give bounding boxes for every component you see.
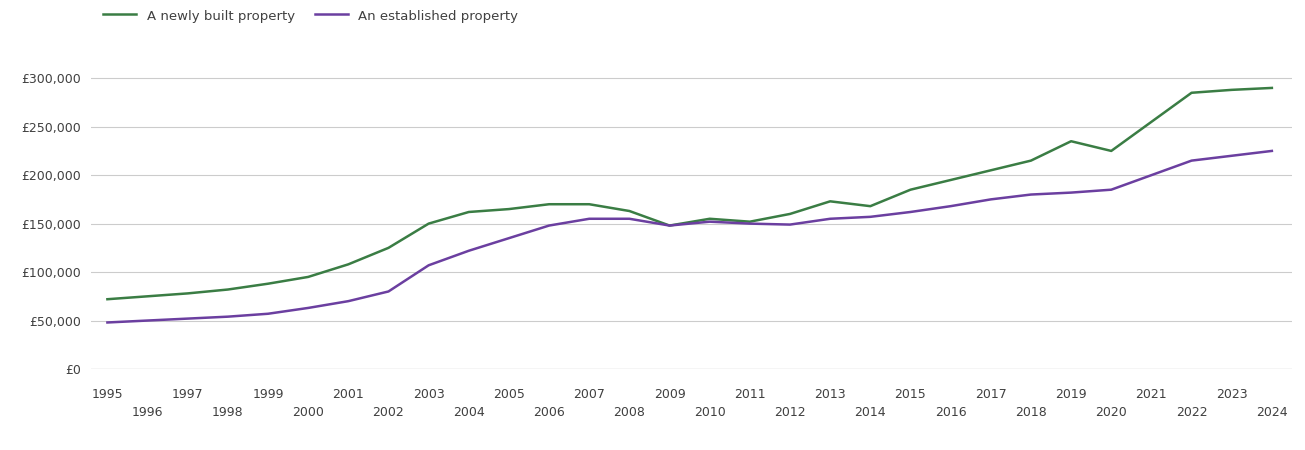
A newly built property	[782, 211, 797, 216]
A newly built property	[662, 223, 677, 228]
A newly built property	[260, 281, 275, 286]
An established property	[542, 223, 557, 228]
An established property	[1224, 153, 1240, 158]
Text: 1998: 1998	[211, 406, 244, 419]
Text: 2022: 2022	[1176, 406, 1207, 419]
An established property	[300, 305, 316, 310]
An established property	[501, 235, 517, 241]
A newly built property	[180, 291, 196, 296]
An established property	[140, 318, 155, 323]
An established property	[621, 216, 637, 221]
A newly built property	[1224, 87, 1240, 93]
An established property	[702, 219, 718, 225]
A newly built property	[582, 202, 598, 207]
A newly built property	[743, 219, 758, 225]
A newly built property	[221, 287, 236, 292]
An established property	[1104, 187, 1120, 193]
An established property	[782, 222, 797, 227]
A newly built property	[461, 209, 476, 215]
A newly built property	[1064, 139, 1079, 144]
An established property	[180, 316, 196, 321]
Text: 2017: 2017	[975, 388, 1006, 401]
A newly built property	[341, 261, 356, 267]
Text: 2006: 2006	[534, 406, 565, 419]
An established property	[1023, 192, 1039, 197]
Text: 2003: 2003	[412, 388, 445, 401]
Text: 2020: 2020	[1095, 406, 1128, 419]
Text: 2002: 2002	[373, 406, 405, 419]
A newly built property	[942, 177, 958, 183]
A newly built property	[501, 207, 517, 212]
Text: 2010: 2010	[694, 406, 726, 419]
Text: 2019: 2019	[1056, 388, 1087, 401]
Text: 2012: 2012	[774, 406, 806, 419]
A newly built property	[983, 167, 998, 173]
A newly built property	[300, 274, 316, 279]
An established property	[1064, 190, 1079, 195]
Legend: A newly built property, An established property: A newly built property, An established p…	[98, 4, 523, 28]
A newly built property	[1143, 119, 1159, 125]
An established property	[221, 314, 236, 319]
A newly built property	[621, 208, 637, 214]
A newly built property	[140, 293, 155, 299]
A newly built property	[542, 202, 557, 207]
Text: 2000: 2000	[292, 406, 324, 419]
An established property	[260, 311, 275, 316]
A newly built property	[99, 297, 115, 302]
A newly built property	[1023, 158, 1039, 163]
A newly built property	[903, 187, 919, 193]
An established property	[863, 214, 878, 220]
Line: A newly built property: A newly built property	[107, 88, 1272, 299]
An established property	[420, 263, 436, 268]
Text: 2021: 2021	[1135, 388, 1167, 401]
Text: 2015: 2015	[895, 388, 927, 401]
Text: 1996: 1996	[132, 406, 163, 419]
A newly built property	[822, 198, 838, 204]
An established property	[1143, 172, 1159, 178]
An established property	[99, 320, 115, 325]
A newly built property	[1265, 85, 1280, 90]
Text: 2004: 2004	[453, 406, 484, 419]
An established property	[1184, 158, 1199, 163]
Text: 1999: 1999	[252, 388, 283, 401]
A newly built property	[863, 203, 878, 209]
An established property	[743, 221, 758, 226]
Text: 2007: 2007	[573, 388, 606, 401]
An established property	[662, 223, 677, 228]
An established property	[1265, 148, 1280, 153]
Text: 2024: 2024	[1255, 406, 1288, 419]
A newly built property	[702, 216, 718, 221]
An established property	[461, 248, 476, 253]
Line: An established property: An established property	[107, 151, 1272, 323]
Text: 2013: 2013	[814, 388, 846, 401]
A newly built property	[1184, 90, 1199, 95]
An established property	[822, 216, 838, 221]
Text: 2018: 2018	[1015, 406, 1047, 419]
An established property	[381, 289, 397, 294]
An established property	[942, 203, 958, 209]
Text: 2001: 2001	[333, 388, 364, 401]
Text: 2009: 2009	[654, 388, 685, 401]
An established property	[582, 216, 598, 221]
Text: 2011: 2011	[733, 388, 766, 401]
Text: 2005: 2005	[493, 388, 525, 401]
Text: 1995: 1995	[91, 388, 123, 401]
Text: 2014: 2014	[855, 406, 886, 419]
An established property	[341, 298, 356, 304]
A newly built property	[420, 221, 436, 226]
Text: 2023: 2023	[1216, 388, 1248, 401]
Text: 2016: 2016	[934, 406, 967, 419]
A newly built property	[1104, 148, 1120, 153]
Text: 1997: 1997	[172, 388, 204, 401]
A newly built property	[381, 245, 397, 251]
Text: 2008: 2008	[613, 406, 646, 419]
An established property	[903, 209, 919, 215]
An established property	[983, 197, 998, 202]
